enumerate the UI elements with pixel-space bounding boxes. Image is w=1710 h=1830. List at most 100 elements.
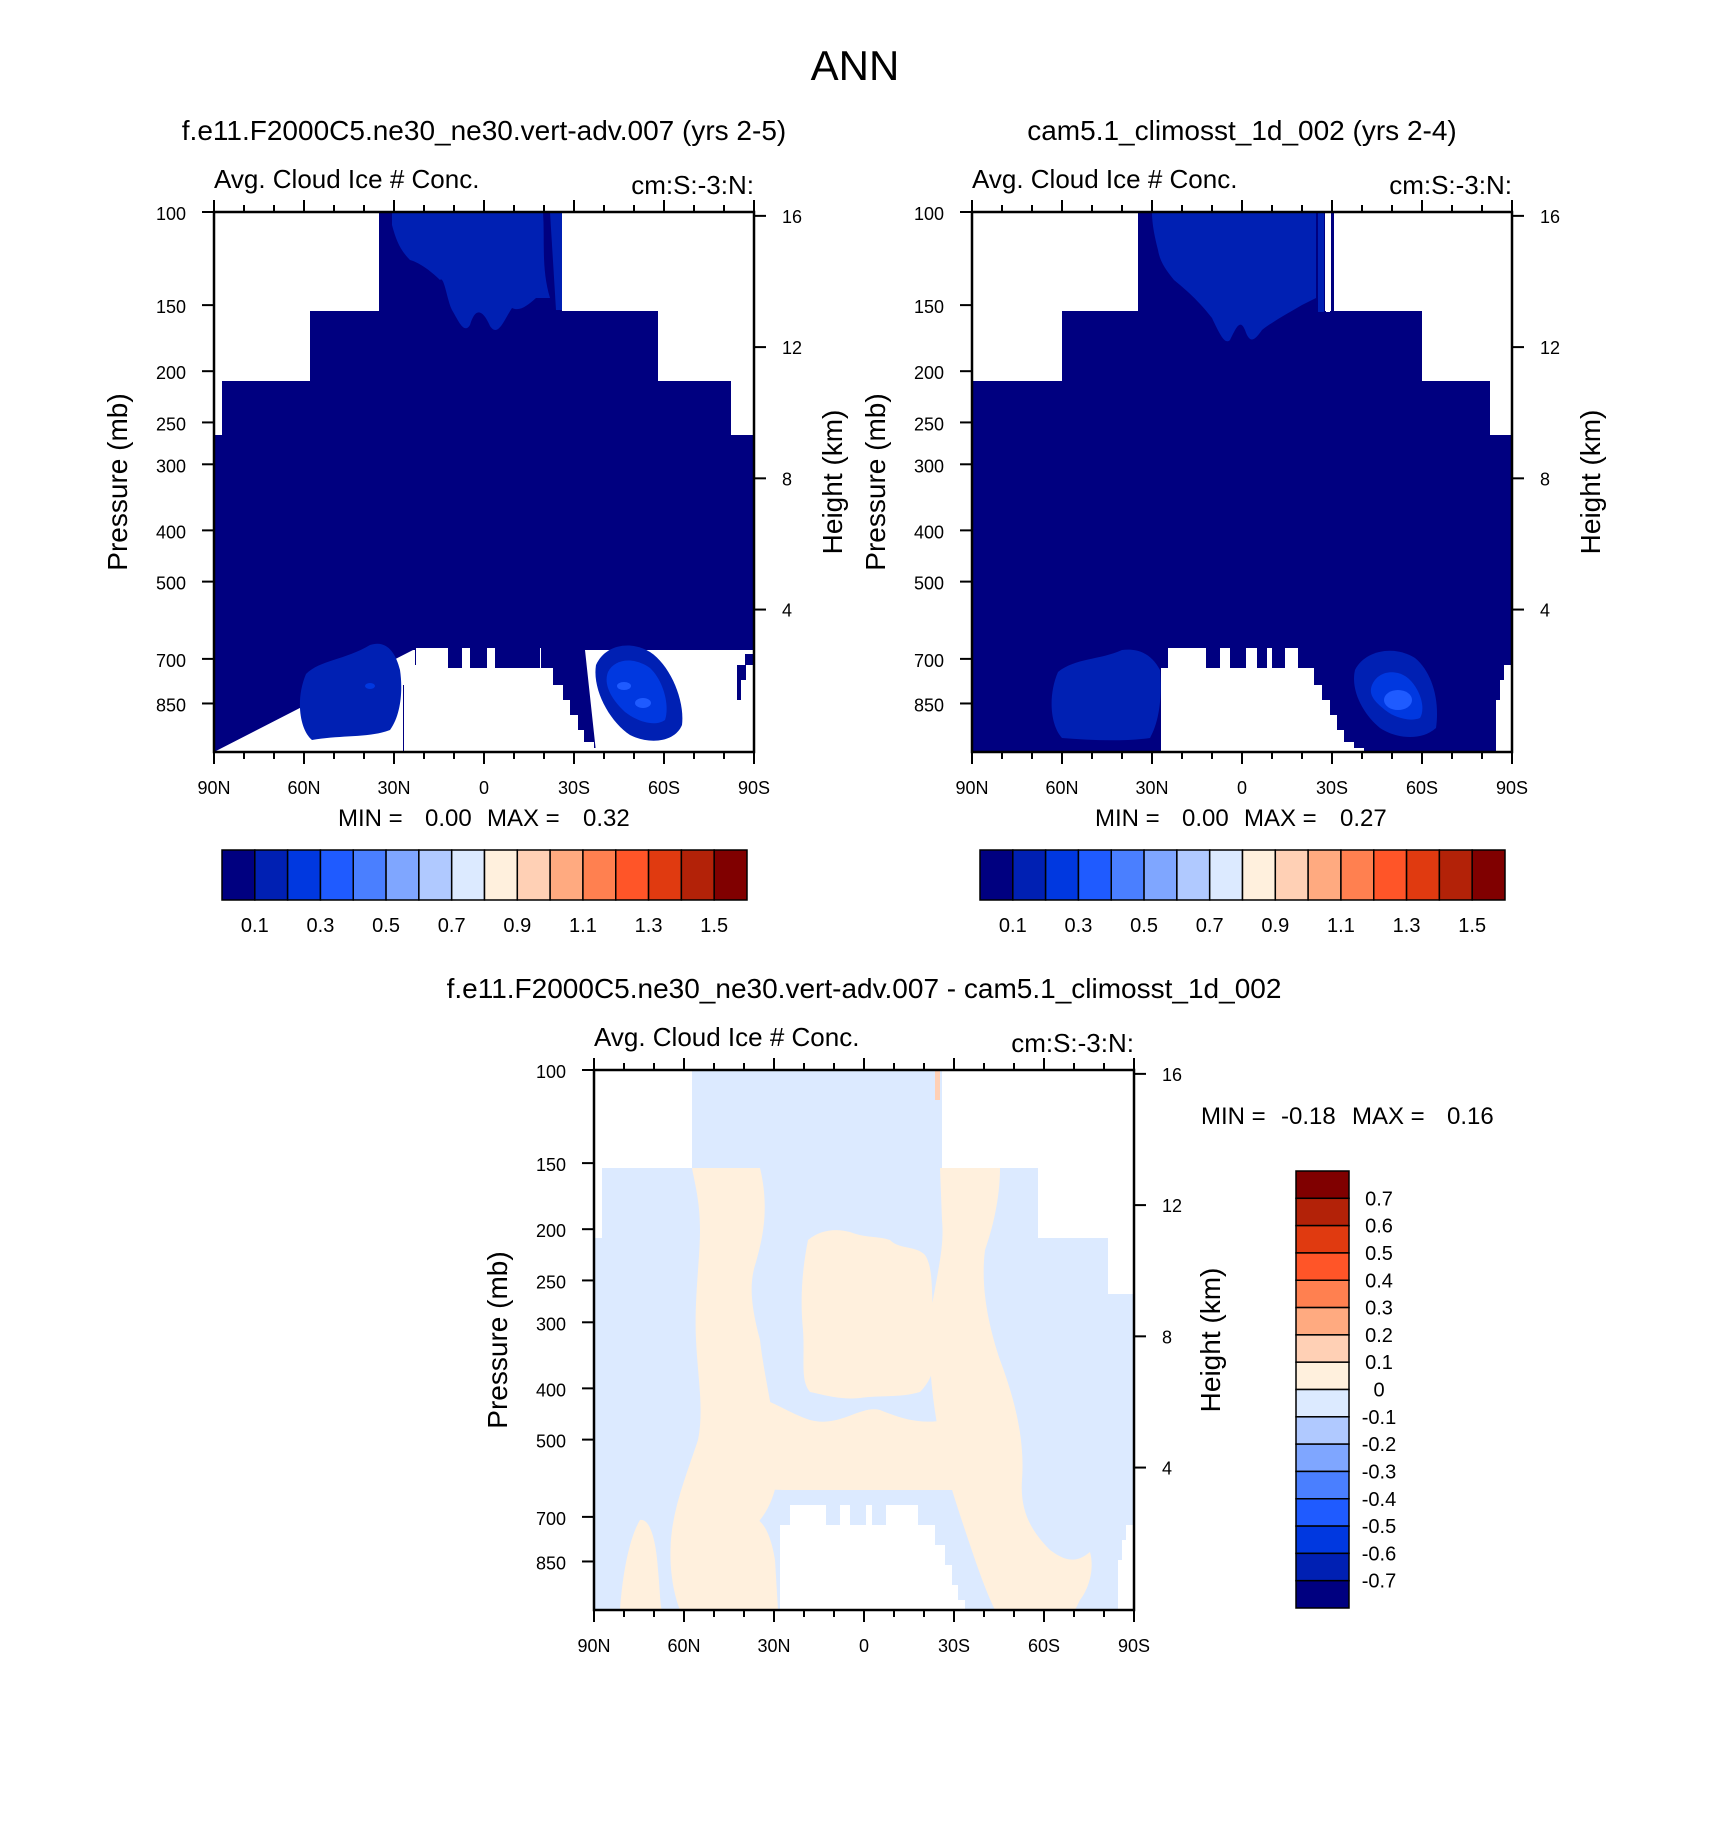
panel-c-min-label: MIN = [1201,1103,1266,1130]
height-tick-label: 12 [782,338,802,358]
lat-tick-label: 90S [1118,1636,1150,1656]
colorbar-label: 0 [1373,1380,1384,1402]
colorbar-swatch [221,849,256,901]
height-tick-label: 8 [1540,469,1550,489]
pressure-tick-label: 400 [914,522,944,542]
colorbar-swatch [385,849,420,901]
colorbar-label: -0.6 [1362,1543,1396,1565]
colorbar-swatch [1274,849,1309,901]
panel-a-y-left-label: Pressure (mb) [102,393,133,570]
panel-c-field [594,1070,1134,1610]
colorbar-label: 0.1 [241,915,269,937]
panel-c-positive-right-band [929,1168,1092,1610]
colorbar-swatch [1241,849,1277,901]
height-tick-label: 16 [782,207,802,227]
pressure-tick-label: 700 [156,651,186,671]
height-tick-label: 8 [782,469,792,489]
colorbar-swatch [1295,1279,1350,1309]
panel-b-min-value: 0.00 [1182,805,1229,832]
colorbar-swatch [1295,1361,1350,1391]
colorbar-swatch [319,849,354,901]
colorbar-label: 0.5 [372,915,400,937]
height-tick-label: 4 [782,601,792,621]
panel-b-data-region [972,212,1512,752]
panel-b-min-label: MIN = [1095,805,1160,832]
colorbar-swatch [483,849,519,901]
colorbar-label: 0.3 [1065,915,1093,937]
colorbar-swatch [1295,1470,1350,1500]
lat-tick-label: 90N [577,1636,610,1656]
lat-tick-label: 30S [558,778,590,798]
pressure-tick-label: 400 [156,522,186,542]
colorbar-label: 1.5 [700,915,728,937]
colorbar-label: 1.3 [635,915,663,937]
panel-c-top-red-sliver [935,1070,940,1100]
pressure-tick-label: 300 [914,456,944,476]
colorbar-swatch [1295,1525,1350,1555]
panel-b-y-right-label: Height (km) [1575,410,1606,555]
colorbar-label: 0.3 [1365,1298,1393,1320]
colorbar-swatch [680,849,715,901]
pressure-tick-label: 250 [156,414,186,434]
colorbar-swatch [647,849,683,901]
lat-tick-label: 90N [955,778,988,798]
colorbar-label: 0.9 [1261,915,1289,937]
colorbar-swatch [1295,1443,1350,1473]
panel-c-positive-left-surface [620,1519,662,1610]
lat-tick-label: 30N [757,1636,790,1656]
panel-c-positive-upper-center [801,1230,937,1399]
pressure-tick-label: 150 [914,297,944,317]
panel-a-max-value: 0.32 [583,805,630,832]
lat-tick-label: 30N [377,778,410,798]
colorbar-swatch [1077,849,1112,901]
pressure-tick-label: 250 [914,414,944,434]
colorbar-swatch [418,849,453,901]
colorbar-swatch [352,849,387,901]
lat-tick-label: 90S [738,778,770,798]
colorbar-label: -0.5 [1362,1516,1396,1538]
colorbar-swatch [1295,1224,1350,1254]
height-tick-label: 12 [1540,338,1560,358]
lat-tick-label: 60N [667,1636,700,1656]
pressure-tick-label: 250 [536,1272,566,1292]
height-tick-label: 8 [1162,1327,1172,1347]
pressure-tick-label: 500 [156,574,186,594]
panel-c-positive-center-band [740,1397,995,1490]
panel-b-upper-blob [1152,212,1316,342]
height-tick-label: 16 [1162,1065,1182,1085]
lat-tick-label: 30N [1135,778,1168,798]
colorbar-swatch [450,849,486,901]
panel-a-cutout-surface [404,648,604,752]
colorbar-swatch [1143,849,1178,901]
colorbar-swatch [979,849,1014,901]
panel-b-y-left-label: Pressure (mb) [860,393,891,570]
panel-a-cutout-right-edge [737,665,754,752]
colorbar-swatch [1471,849,1506,901]
panel-b-cutout-surface [1161,648,1364,752]
colorbar-swatch [1295,1252,1350,1281]
colorbar-swatch [1438,849,1473,901]
pressure-tick-label: 150 [156,297,186,317]
colorbar-swatch [1295,1388,1350,1418]
panel-a-nh-blob-core [365,683,375,689]
colorbar-label: -0.2 [1362,1434,1396,1456]
panel-c-max-value: 0.16 [1447,1103,1494,1130]
pressure-tick-label: 500 [914,574,944,594]
colorbar-swatch [1340,849,1375,901]
colorbar-swatch [286,849,322,901]
panel-b-top-strip-2 [1331,212,1334,312]
pressure-tick-label: 100 [914,204,944,224]
colorbar-swatch [713,849,748,901]
panel-c-positive-left-band [670,1168,779,1610]
colorbar-label: 1.5 [1458,915,1486,937]
panel-a-variable-title: Avg. Cloud Ice # Conc. [214,164,479,194]
panel-a-max-label: MAX = [487,805,560,832]
panel-a-nh-blob [299,643,402,740]
pressure-tick-label: 850 [536,1553,566,1573]
panel-b-field [972,212,1512,752]
lat-tick-label: 60S [1406,778,1438,798]
lat-tick-label: 60N [1045,778,1078,798]
pressure-tick-label: 150 [536,1155,566,1175]
colorbar-label: 0.4 [1365,1270,1393,1292]
colorbar-label: 1.3 [1393,915,1421,937]
